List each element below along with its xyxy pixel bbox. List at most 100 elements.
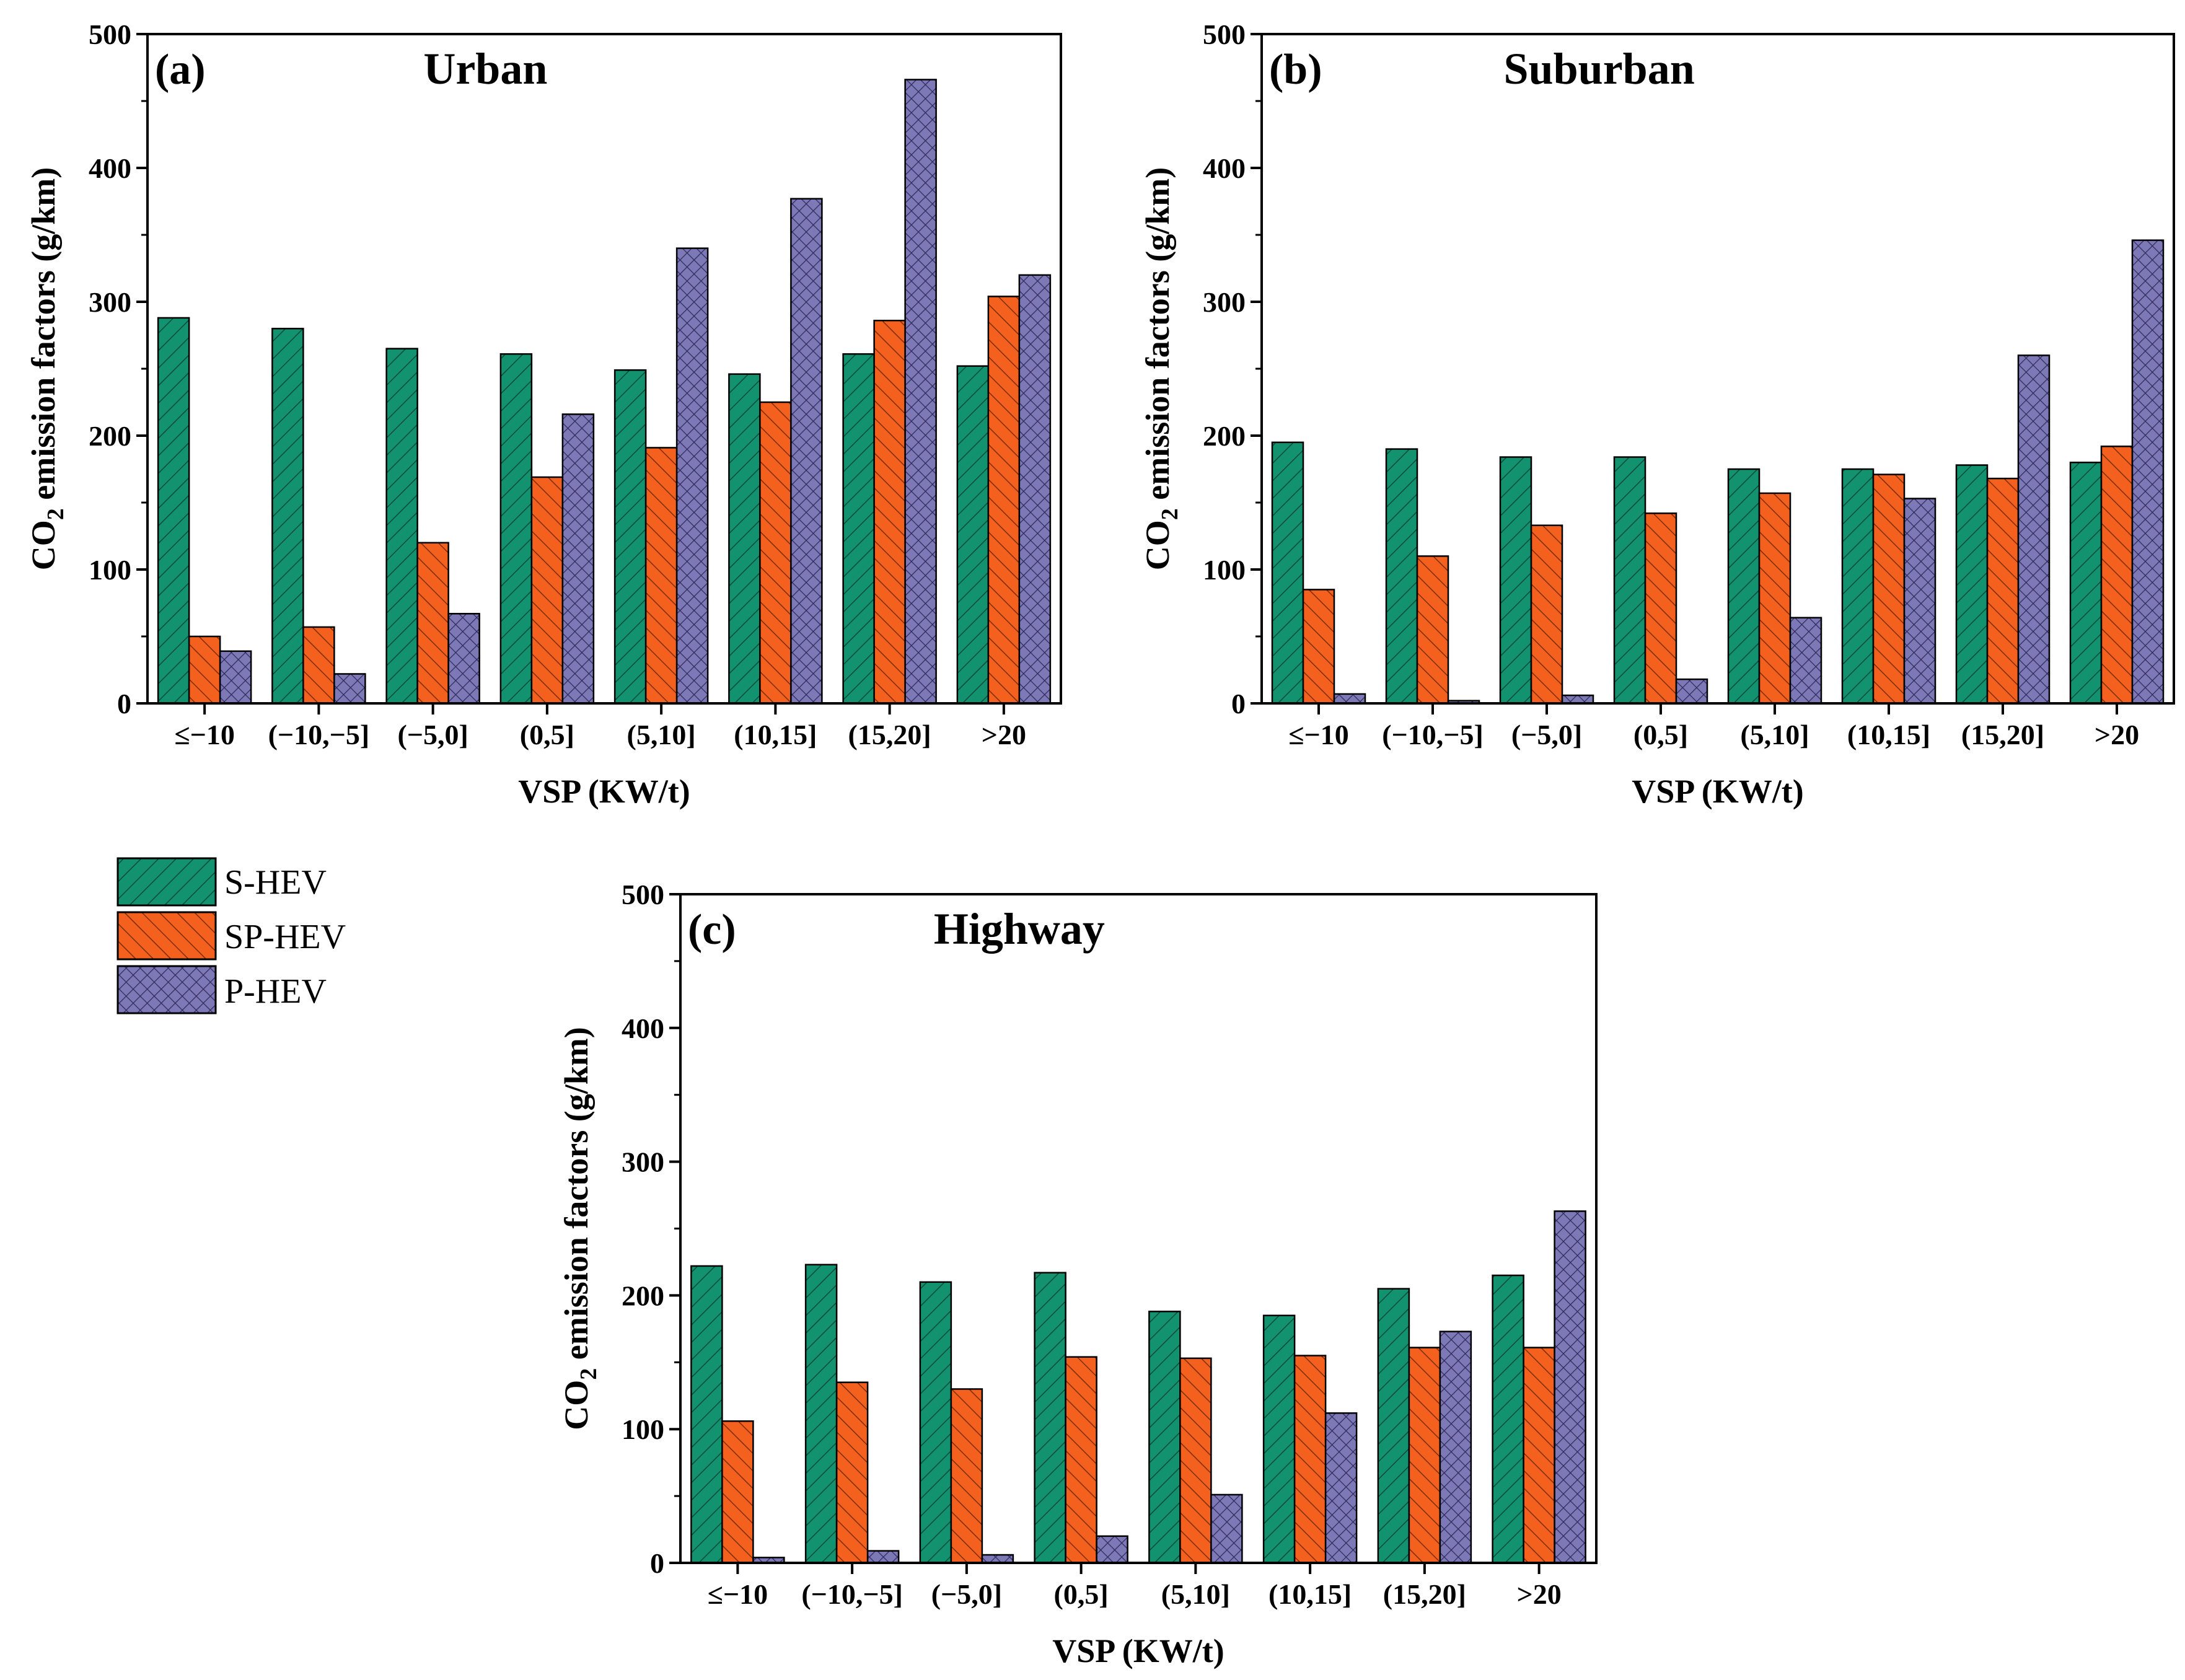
bar-s-hev-3: [499, 353, 533, 705]
x-tick-label: ≤−10: [174, 719, 234, 750]
x-tick-label: (−5,0]: [1511, 719, 1582, 750]
x-tick-label: (10,15]: [1268, 1578, 1352, 1610]
legend-swatch-s-hev: [117, 857, 217, 907]
panel-letter: (c): [688, 906, 736, 954]
y-tick-label: 300: [1203, 286, 1246, 318]
y-tick-label: 500: [89, 19, 131, 50]
bar-sp-hev-2: [1530, 524, 1563, 705]
bar-sp-hev-7: [2100, 446, 2134, 705]
panel-title: Highway: [934, 904, 1105, 954]
panel-title: Suburban: [1504, 44, 1695, 94]
x-tick-label: (5,10]: [1161, 1578, 1230, 1610]
bar-sp-hev-7: [1523, 1347, 1555, 1564]
bar-sp-hev-6: [1986, 477, 2020, 705]
bar-sp-hev-4: [644, 447, 678, 705]
bar-sp-hev-5: [1872, 473, 1906, 705]
bar-p-hev-3: [1675, 678, 1708, 705]
bar-p-hev-5: [1324, 1412, 1358, 1564]
x-tick-label: (−10,−5]: [268, 719, 370, 750]
bar-sp-hev-1: [302, 626, 335, 705]
bar-p-hev-7: [2131, 239, 2165, 705]
chart-panel-suburban: 0 100 200 300 400 500 ≤−10 (−10,−5] (−5,0] (0,5] (…: [1139, 19, 2175, 810]
legend-label-sp-hev: SP-HEV: [224, 918, 346, 956]
bar-p-hev-3: [1096, 1535, 1128, 1564]
x-tick-label: (0,5]: [520, 719, 574, 750]
bar-p-hev-3: [561, 413, 595, 705]
legend-swatch-sp-hev: [117, 911, 217, 961]
x-tick-label: (5,10]: [1740, 719, 1809, 750]
y-tick-label: 200: [89, 420, 131, 452]
bar-p-hev-4: [1210, 1493, 1243, 1564]
bar-p-hev-5: [790, 198, 823, 705]
bar-s-hev-4: [613, 369, 647, 705]
legend-label-p-hev: P-HEV: [224, 972, 327, 1011]
x-tick-label: (−5,0]: [931, 1578, 1002, 1610]
y-axis-title: CO2 emission factors (g/km): [558, 1027, 602, 1430]
x-tick-label: (0,5]: [1054, 1578, 1109, 1610]
x-tick-label: (10,15]: [734, 719, 817, 750]
bar-s-hev-2: [919, 1281, 952, 1564]
y-axis-title: CO2 emission factors (g/km): [1139, 167, 1183, 570]
x-axis-title: VSP (KW/t): [1632, 773, 1804, 810]
bar-sp-hev-0: [188, 635, 221, 705]
x-tick-label: (−5,0]: [397, 719, 468, 750]
bar-s-hev-0: [1271, 441, 1304, 705]
y-tick-label: 400: [622, 1013, 664, 1044]
bar-s-hev-1: [271, 327, 304, 705]
bar-p-hev-6: [904, 79, 937, 705]
bar-s-hev-1: [804, 1264, 838, 1564]
x-tick-label: (10,15]: [1847, 719, 1930, 750]
y-axis-title: CO2 emission factors (g/km): [25, 167, 69, 570]
bar-p-hev-1: [866, 1550, 900, 1564]
bar-sp-hev-3: [1065, 1356, 1097, 1564]
y-tick-label: 100: [89, 554, 131, 586]
bar-s-hev-1: [1385, 448, 1418, 705]
bar-sp-hev-5: [1293, 1355, 1327, 1564]
bar-sp-hev-2: [950, 1388, 983, 1564]
x-tick-label: >20: [1517, 1578, 1562, 1610]
bar-p-hev-1: [333, 673, 366, 705]
bar-s-hev-6: [1955, 464, 1989, 705]
bar-sp-hev-3: [530, 476, 564, 705]
y-tick-label: 100: [622, 1414, 664, 1445]
y-tick-label: 0: [1231, 688, 1246, 719]
bar-p-hev-2: [447, 613, 480, 705]
bar-s-hev-0: [690, 1265, 723, 1564]
y-tick-label: 400: [89, 152, 131, 184]
y-tick-label: 200: [622, 1280, 664, 1311]
bar-sp-hev-0: [1302, 589, 1335, 705]
y-tick-label: 500: [622, 879, 664, 910]
bar-p-hev-0: [1333, 693, 1366, 705]
bar-sp-hev-7: [987, 296, 1021, 705]
bar-sp-hev-4: [1179, 1357, 1212, 1564]
x-tick-label: ≤−10: [1288, 719, 1348, 750]
y-tick-label: 300: [622, 1146, 664, 1178]
x-axis-title: VSP (KW/t): [518, 773, 690, 810]
bar-s-hev-4: [1148, 1311, 1181, 1564]
panel-letter: (a): [155, 46, 206, 94]
bar-s-hev-2: [1499, 456, 1532, 705]
x-tick-label: >20: [982, 719, 1026, 750]
bar-sp-hev-2: [416, 542, 449, 705]
bar-sp-hev-5: [759, 401, 792, 705]
panel-letter: (b): [1269, 46, 1322, 94]
bar-p-hev-4: [675, 247, 709, 705]
bar-sp-hev-0: [721, 1420, 754, 1564]
bar-s-hev-5: [1841, 468, 1875, 705]
x-tick-label: >20: [2095, 719, 2139, 750]
bar-sp-hev-6: [873, 319, 906, 705]
y-tick-label: 300: [89, 286, 131, 318]
legend: S-HEV SP-HEV P-HEV: [117, 857, 346, 1014]
bar-p-hev-6: [1439, 1330, 1472, 1564]
y-tick-label: 200: [1203, 420, 1246, 452]
x-tick-label: (15,20]: [848, 719, 931, 750]
bar-p-hev-7: [1018, 274, 1052, 705]
bar-s-hev-5: [728, 373, 761, 705]
bar-s-hev-3: [1613, 456, 1646, 705]
bar-sp-hev-3: [1644, 512, 1677, 705]
bar-s-hev-4: [1727, 468, 1761, 705]
bar-sp-hev-4: [1758, 492, 1792, 705]
chart-panel-urban: 0 100 200 300 400 500 ≤−10 (−10,−5] (−5,0] (0,5] (…: [25, 19, 1062, 810]
chart-panel-highway: 0 100 200 300 400 500 ≤−10 (−10,−5] (−5,0] (0,5] (…: [558, 879, 1598, 1669]
